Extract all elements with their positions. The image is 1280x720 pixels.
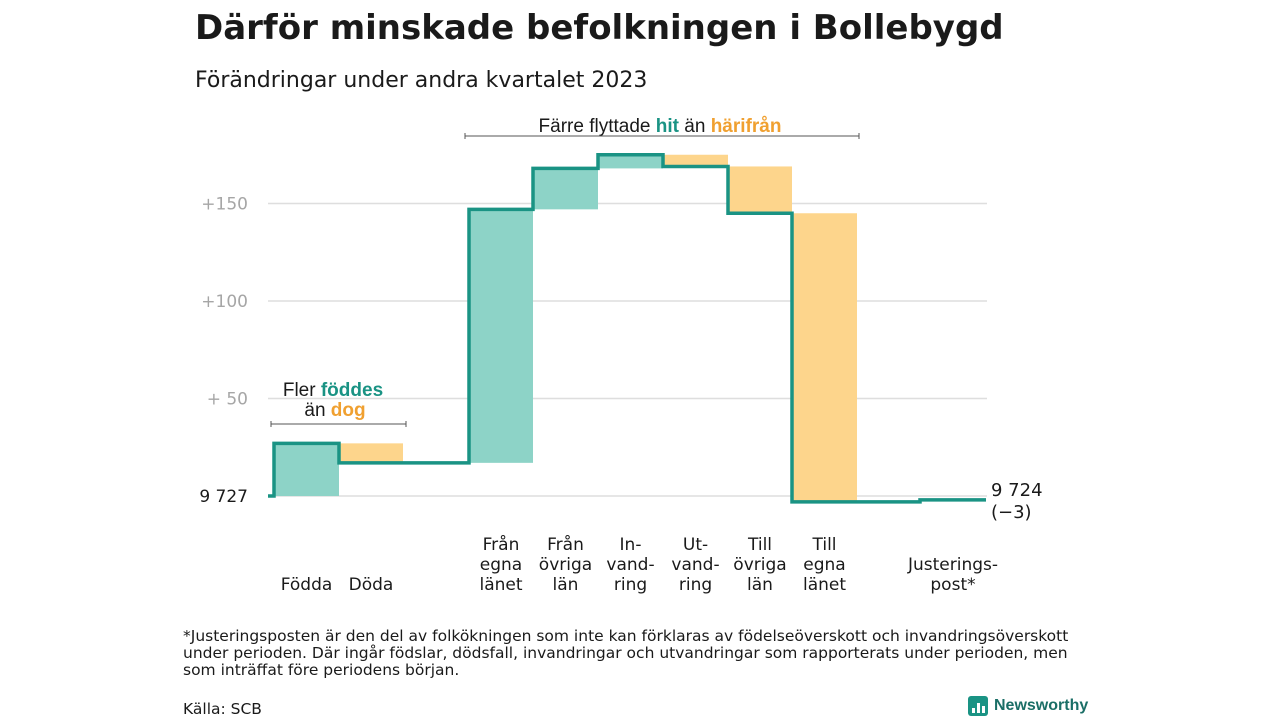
category-label: vand- xyxy=(606,555,654,575)
bar xyxy=(274,443,339,496)
annotation-part: hit xyxy=(656,116,680,137)
bar xyxy=(792,213,857,502)
bar xyxy=(533,168,598,210)
y-tick-label: +150 xyxy=(201,195,248,215)
category-label: övriga xyxy=(539,555,592,575)
annotation-bracket xyxy=(270,421,407,427)
category-label: ring xyxy=(679,575,712,595)
step-line-path xyxy=(268,153,986,504)
annotation-part: än xyxy=(304,400,330,421)
gridlines xyxy=(268,202,987,497)
chart-subtitle: Förändringar under andra kvartalet 2023 xyxy=(195,68,648,93)
annotation-text: Färre flyttade hit än härifrån xyxy=(539,116,782,137)
category-label: post* xyxy=(930,575,975,595)
category-label: In- xyxy=(620,535,642,555)
category-label: Födda xyxy=(281,575,333,595)
annotation-part: Fler xyxy=(283,380,321,401)
bars xyxy=(274,154,857,502)
end-change-label: (−3) xyxy=(991,502,1032,523)
category-label: ring xyxy=(614,575,647,595)
brand-name: Newsworthy xyxy=(994,697,1089,714)
category-label: län xyxy=(553,575,579,595)
annotation-part: härifrån xyxy=(711,116,782,137)
source-note: Källa: SCB xyxy=(183,700,262,718)
category-label: Till xyxy=(811,535,836,555)
category-label: Till xyxy=(747,535,772,555)
category-label: Från xyxy=(483,534,520,555)
annotation-text: än dog xyxy=(304,400,365,421)
bar-chart-icon xyxy=(968,696,988,716)
category-label: vand- xyxy=(671,555,719,575)
category-label: egna xyxy=(480,555,522,575)
y-tick-label: +100 xyxy=(201,292,248,312)
bar xyxy=(469,209,533,463)
footnote: *Justeringsposten är den del av folkökni… xyxy=(183,627,1069,679)
category-label: länet xyxy=(479,575,522,595)
bar xyxy=(728,166,792,214)
category-label: övriga xyxy=(733,555,786,575)
annotation-bracket xyxy=(464,133,860,139)
category-label: Döda xyxy=(349,575,394,595)
y-tick-label: + 50 xyxy=(207,390,248,410)
chart-title: Därför minskade befolkningen i Bollebygd xyxy=(195,8,1004,48)
bar xyxy=(339,443,403,463)
category-label: egna xyxy=(803,555,845,575)
step-line xyxy=(268,153,986,504)
end-value-label: 9 724 xyxy=(991,480,1043,501)
annotation-text: Fler föddes xyxy=(283,380,383,401)
annotation-part: än xyxy=(679,116,711,137)
annotation-part: dog xyxy=(331,400,366,421)
category-label: Justerings- xyxy=(907,555,998,575)
category-label: länet xyxy=(803,575,846,595)
brand-logo: Newsworthy xyxy=(968,696,1088,716)
annotation-part: Färre flyttade xyxy=(539,116,656,137)
y-tick-label: 9 727 xyxy=(199,487,248,507)
bar xyxy=(663,154,728,167)
category-label: Från xyxy=(547,534,584,555)
annotation-part: föddes xyxy=(321,380,383,401)
bar xyxy=(598,154,663,169)
category-label: Ut- xyxy=(683,535,708,555)
category-label: län xyxy=(747,575,773,595)
